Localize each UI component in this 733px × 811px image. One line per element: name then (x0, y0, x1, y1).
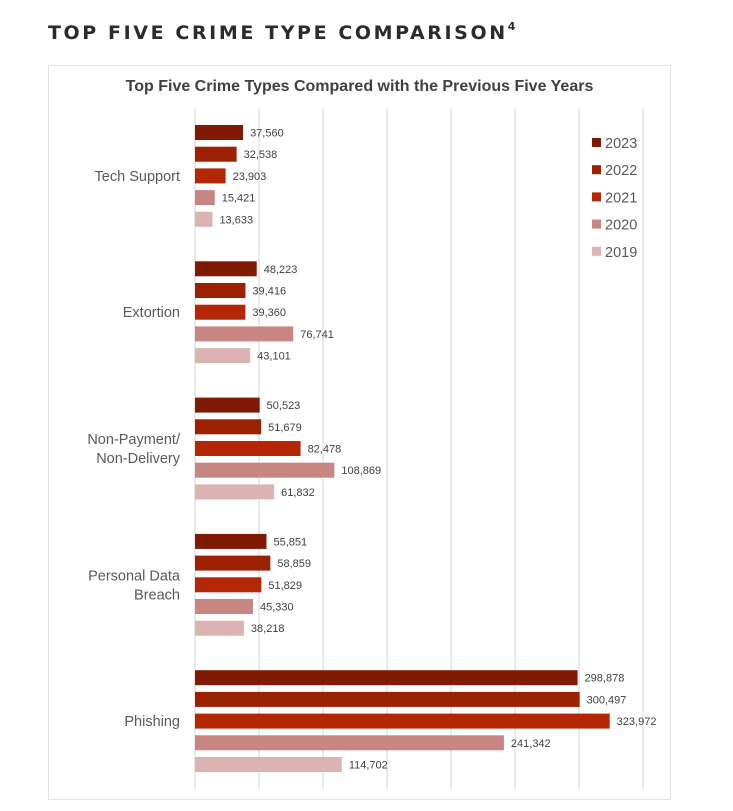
bar-2019 (195, 211, 213, 227)
category-label: Non-Delivery (96, 451, 181, 467)
data-label: 300,497 (587, 694, 627, 706)
data-label: 55,851 (273, 536, 307, 548)
category-label: Extortion (123, 305, 180, 321)
data-label: 108,869 (341, 465, 381, 477)
data-label: 82,478 (308, 444, 342, 456)
category-label: Personal Data (88, 568, 181, 584)
data-label: 241,342 (511, 738, 551, 750)
chart-frame (48, 65, 671, 800)
data-label: 58,859 (277, 558, 311, 570)
data-label: 76,741 (300, 329, 334, 341)
bar-2019 (195, 620, 244, 636)
bar-2019 (195, 348, 251, 364)
bar-2022 (195, 419, 262, 435)
chart-title: Top Five Crime Types Compared with the P… (125, 78, 594, 95)
data-label: 37,560 (250, 128, 284, 140)
bar-2022 (195, 555, 271, 571)
category-label: Breach (134, 587, 180, 603)
data-label: 23,903 (233, 171, 267, 183)
data-label: 45,330 (260, 602, 294, 614)
heading-footnote: 4 (507, 20, 516, 33)
bar-2022 (195, 146, 237, 162)
legend-swatch-2021 (592, 192, 601, 202)
page-heading-text: TOP FIVE CRIME TYPE COMPARISON (48, 22, 508, 44)
bar-2023 (195, 397, 260, 413)
bar-2020 (195, 735, 504, 751)
legend-label: 2022 (605, 163, 637, 179)
bar-2021 (195, 577, 262, 593)
legend-label: 2020 (605, 218, 637, 234)
data-label: 32,538 (244, 149, 278, 161)
bar-2023 (195, 533, 267, 549)
bar-2020 (195, 599, 254, 614)
data-label: 39,360 (252, 307, 286, 319)
page-heading: TOP FIVE CRIME TYPE COMPARISON4 (48, 20, 516, 44)
legend-swatch-2022 (592, 165, 601, 175)
legend-label: 2019 (605, 245, 637, 261)
bars: 37,560 32,538 23,903 15,421 13,633 48,223 39,4… (195, 125, 656, 772)
data-label: 114,702 (349, 760, 388, 772)
bar-2019 (195, 757, 342, 772)
data-label: 298,878 (585, 673, 625, 685)
legend-swatch-2019 (592, 246, 601, 256)
bar-2020 (195, 462, 335, 478)
bar-2021 (195, 168, 226, 184)
data-label: 323,972 (617, 716, 657, 728)
data-label: 50,523 (267, 400, 301, 412)
legend: 2023 2022 2021 2020 2019 (592, 136, 637, 261)
category-label: Tech Support (95, 169, 180, 185)
category-labels: Tech Support Extortion Non-Payment/Non-Del… (87, 169, 181, 730)
data-label: 51,829 (268, 580, 302, 592)
data-label: 38,218 (251, 623, 285, 635)
bar-2022 (195, 691, 580, 707)
data-label: 15,421 (222, 193, 256, 205)
bar-2021 (195, 713, 610, 729)
data-label: 48,223 (264, 264, 298, 276)
data-label: 61,832 (281, 487, 315, 499)
category-label: Non-Payment/ (87, 432, 181, 448)
bar-2021 (195, 441, 301, 456)
legend-label: 2021 (605, 190, 637, 206)
data-label: 39,416 (252, 286, 286, 298)
bar-2021 (195, 304, 246, 320)
bar-2023 (195, 670, 578, 686)
bar-2023 (195, 125, 244, 140)
data-label: 13,633 (219, 214, 253, 226)
bar-2019 (195, 484, 275, 500)
data-label: 51,679 (268, 422, 302, 434)
bar-2020 (195, 326, 294, 342)
bar-2020 (195, 190, 215, 206)
category-label: Phishing (124, 714, 180, 730)
bar-2022 (195, 283, 246, 298)
legend-label: 2023 (605, 136, 637, 152)
bar-2023 (195, 261, 257, 277)
data-label: 43,101 (257, 351, 291, 363)
legend-swatch-2020 (592, 219, 601, 229)
legend-swatch-2023 (592, 138, 601, 147)
